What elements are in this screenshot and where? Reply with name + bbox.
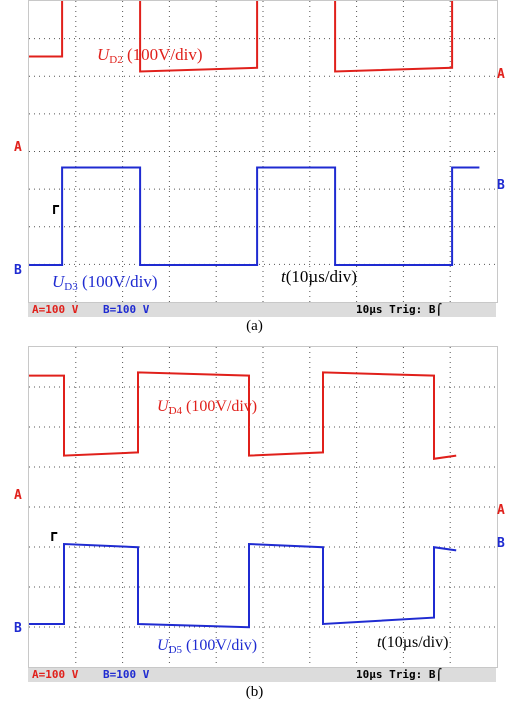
status-channel-b: B=100 V	[103, 303, 150, 316]
status-channel-a: A=100 V	[32, 303, 79, 316]
time-symbol: t	[377, 634, 382, 651]
trigger-marker	[51, 532, 58, 541]
trace-ud2	[29, 1, 454, 73]
trace-ud5	[29, 542, 457, 629]
time-unit: (10µs/div)	[285, 267, 357, 286]
scope-grid	[29, 347, 497, 667]
channel-b-end-marker: B	[497, 536, 505, 551]
status-bar-b: A=100 V B=100 V 10µs Trig: B⌠	[28, 668, 496, 682]
trace-ud3	[29, 166, 480, 266]
caption-a: (a)	[246, 318, 263, 334]
trace-symbol: U	[97, 45, 110, 64]
trace-label-ud2: UD2 (100V/div)	[97, 45, 203, 66]
scope-plot-a	[29, 1, 497, 302]
trace-ud4	[29, 371, 457, 460]
time-unit: (10µs/div)	[381, 634, 449, 651]
trace-unit: (100V/div)	[126, 45, 203, 64]
trace-label-ud5: UD5 (100V/div)	[157, 637, 257, 656]
status-channel-a: A=100 V	[32, 668, 79, 681]
channel-a-marker: A	[14, 140, 22, 155]
trace-label-ud4: UD4 (100V/div)	[157, 398, 257, 417]
trigger-marker	[53, 205, 60, 214]
trace-label-ud3: UD3 (100V/div)	[52, 272, 158, 293]
channel-a-end-marker: A	[497, 503, 505, 518]
time-scale-label-a: t(10µs/div)	[281, 267, 357, 287]
time-scale-label-b: t(10µs/div)	[377, 634, 448, 652]
trace-symbol: U	[157, 637, 169, 654]
caption-b: (b)	[245, 684, 264, 700]
status-time-trigger: 10µs Trig: B⌠	[356, 668, 443, 681]
trace-unit: (100V/div)	[186, 637, 258, 654]
trace-subscript: D4	[168, 405, 183, 417]
scope-screen-a	[28, 0, 498, 303]
trace-unit: (100V/div)	[81, 272, 158, 291]
trace-symbol: U	[157, 398, 169, 415]
scope-plot-b	[29, 347, 497, 667]
channel-b-end-marker: B	[497, 178, 505, 193]
status-time-trigger: 10µs Trig: B⌠	[356, 303, 443, 316]
trace-symbol: U	[52, 272, 65, 291]
channel-b-marker: B	[14, 621, 22, 636]
time-symbol: t	[281, 267, 286, 286]
trace-subscript: D2	[109, 54, 123, 66]
channel-b-marker: B	[14, 263, 22, 278]
trace-subscript: D5	[168, 644, 183, 656]
trace-subscript: D3	[64, 281, 78, 293]
trace-unit: (100V/div)	[186, 398, 258, 415]
channel-a-end-marker: A	[497, 67, 505, 82]
scope-screen-b	[28, 346, 498, 668]
status-bar-a: A=100 V B=100 V 10µs Trig: B⌠	[28, 303, 496, 317]
channel-a-marker: A	[14, 488, 22, 503]
status-channel-b: B=100 V	[103, 668, 150, 681]
